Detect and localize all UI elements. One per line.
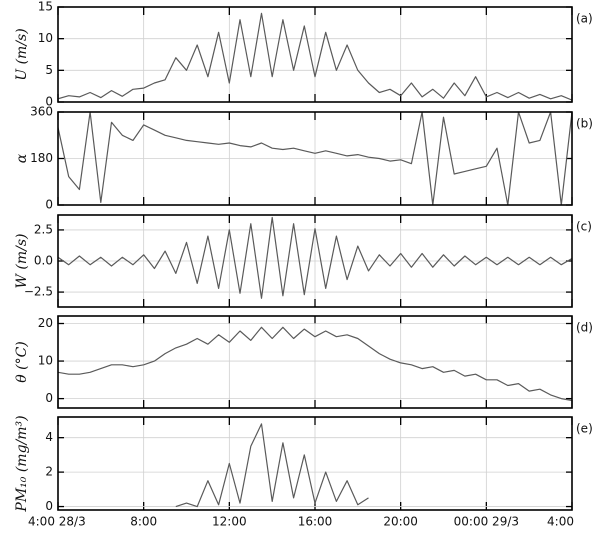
x-tick-label: 8:00 [130, 515, 157, 529]
y-tick-label: 20 [38, 316, 53, 330]
y-tick-label: −2.5 [24, 285, 53, 299]
y-tick-label: 0 [45, 391, 53, 405]
y-axis-label: PM₁₀ (mg/m³) [14, 415, 30, 512]
data-line [175, 423, 369, 508]
panel-label: (b) [576, 117, 593, 131]
y-tick-label: 2 [45, 465, 53, 479]
panel-label: (c) [576, 220, 592, 234]
x-tick-label: 20:00 [383, 515, 418, 529]
x-tick-label: 16:00 [298, 515, 333, 529]
y-tick-label: 5 [45, 63, 53, 77]
panel-frame [57, 6, 573, 103]
x-tick-label: 12:00 [212, 515, 247, 529]
panel-frame [57, 214, 573, 308]
y-tick-label: 15 [38, 0, 53, 14]
y-tick-label: 0 [45, 198, 53, 212]
x-tick-label: 4:00 28/3 [28, 515, 86, 529]
x-tick-label: 00:00 29/3 [454, 515, 519, 529]
data-line [58, 326, 572, 402]
data-line [58, 216, 572, 299]
data-line [58, 12, 572, 101]
plot-area [58, 12, 572, 101]
x-tick-label: 4:00 [547, 515, 574, 529]
panel-frame [57, 315, 573, 409]
y-tick-label: 0 [45, 95, 53, 109]
y-tick-label: 4 [45, 430, 53, 444]
panel-label: (a) [576, 12, 593, 26]
plot-area [58, 216, 572, 299]
y-axis-label: α [14, 153, 30, 163]
plot-area [58, 112, 572, 205]
y-tick-label: 2.5 [34, 222, 53, 236]
y-axis-label: W (m/s) [14, 234, 30, 289]
data-line [58, 112, 572, 205]
y-tick-label: 0.0 [34, 254, 53, 268]
y-tick-label: 180 [30, 151, 53, 165]
y-tick-label: 10 [38, 354, 53, 368]
panel-frame [57, 416, 573, 511]
panel-label: (e) [576, 422, 593, 436]
panel-frame [57, 111, 573, 206]
plot-area [58, 326, 572, 402]
y-tick-label: 10 [38, 31, 53, 45]
y-tick-label: 0 [45, 499, 53, 513]
y-tick-label: 360 [30, 105, 53, 119]
y-axis-label: θ (°C) [14, 341, 30, 383]
plot-area [175, 423, 369, 508]
y-axis-label: U (m/s) [14, 28, 30, 80]
panel-label: (d) [576, 321, 593, 335]
